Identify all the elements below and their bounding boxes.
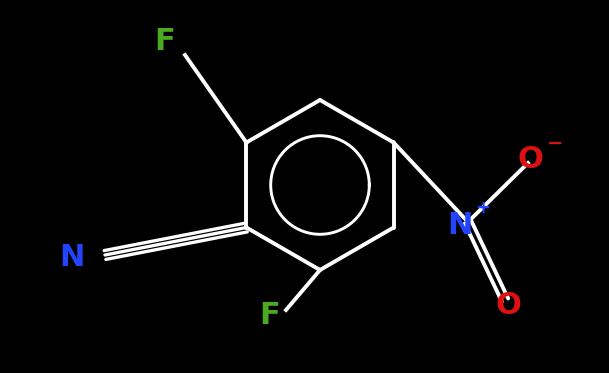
Text: +: + (476, 199, 490, 217)
Text: O: O (495, 292, 521, 320)
Text: −: − (547, 134, 563, 153)
Text: N: N (59, 244, 85, 273)
Text: F: F (259, 301, 280, 330)
Text: F: F (155, 28, 175, 56)
Text: O: O (517, 145, 543, 175)
Text: N: N (448, 211, 473, 241)
